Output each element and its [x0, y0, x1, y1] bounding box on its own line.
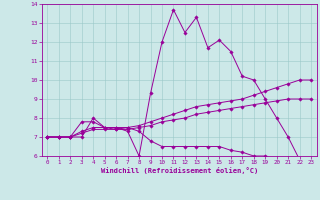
X-axis label: Windchill (Refroidissement éolien,°C): Windchill (Refroidissement éolien,°C)	[100, 167, 258, 174]
